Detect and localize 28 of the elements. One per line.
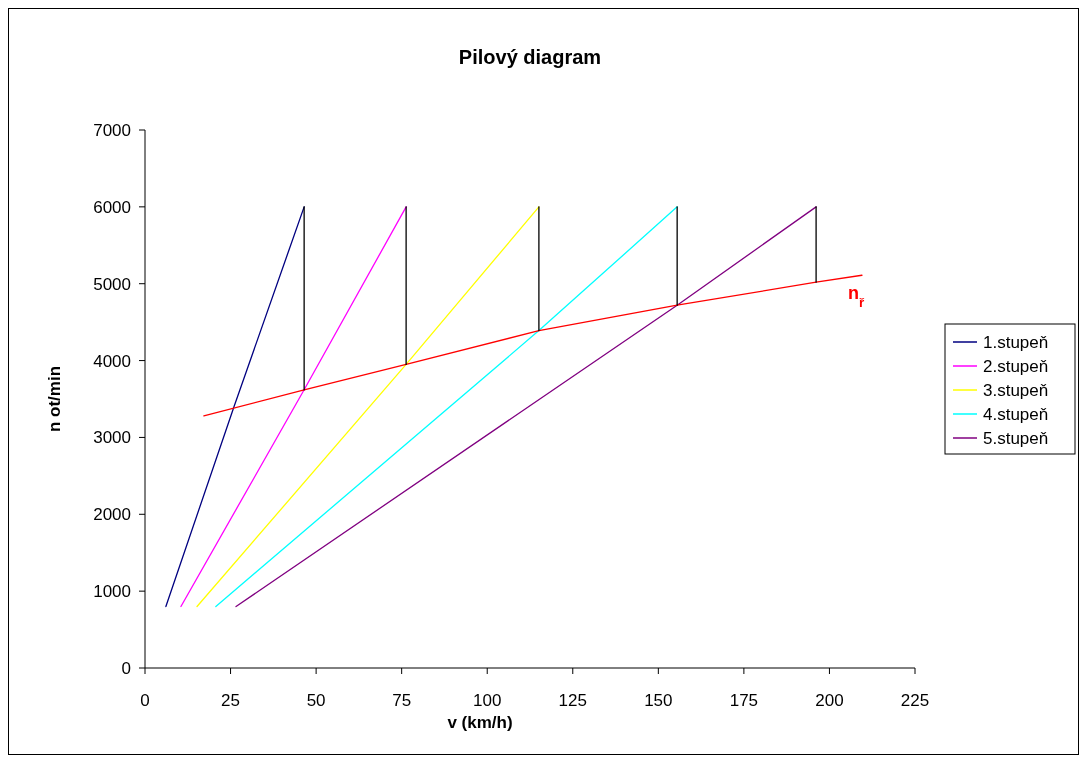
y-tick-label: 2000 xyxy=(93,505,131,525)
x-tick-label: 225 xyxy=(900,691,930,710)
y-tick-label: 5000 xyxy=(93,274,131,294)
line-series xyxy=(203,274,863,417)
legend-label: 4.stupeň xyxy=(983,405,1049,424)
x-tick-label: 75 xyxy=(392,691,412,710)
x-tick-label: 50 xyxy=(306,691,326,710)
y-tick-label: 1000 xyxy=(93,582,131,602)
x-tick-label: 0 xyxy=(140,691,150,710)
legend-label: 5.stupeň xyxy=(983,429,1049,448)
chart-title: Pilový diagram xyxy=(458,46,602,68)
y-axis-title: n ot/min xyxy=(45,365,64,433)
legend-label: 2.stupeň xyxy=(983,357,1049,376)
x-tick-label: 150 xyxy=(644,691,673,710)
y-tick-label: 6000 xyxy=(93,197,131,217)
x-tick-label: 25 xyxy=(221,691,241,710)
y-tick-label: 4000 xyxy=(93,351,131,371)
annotation: n$_{ř}$ xyxy=(847,283,865,310)
y-tick-label: 3000 xyxy=(93,428,131,448)
x-tick-label: 200 xyxy=(815,691,844,710)
x-axis-title: v (km/h) xyxy=(447,713,513,732)
x-tick-label: 125 xyxy=(558,691,587,710)
x-tick-label: 175 xyxy=(729,691,759,710)
legend-label: 1.stupeň xyxy=(983,333,1049,352)
legend-label: 3.stupeň xyxy=(983,381,1049,400)
x-tick-label: 100 xyxy=(473,691,502,710)
y-tick-label: 7000 xyxy=(93,121,131,140)
y-tick-label: 0 xyxy=(121,659,131,678)
